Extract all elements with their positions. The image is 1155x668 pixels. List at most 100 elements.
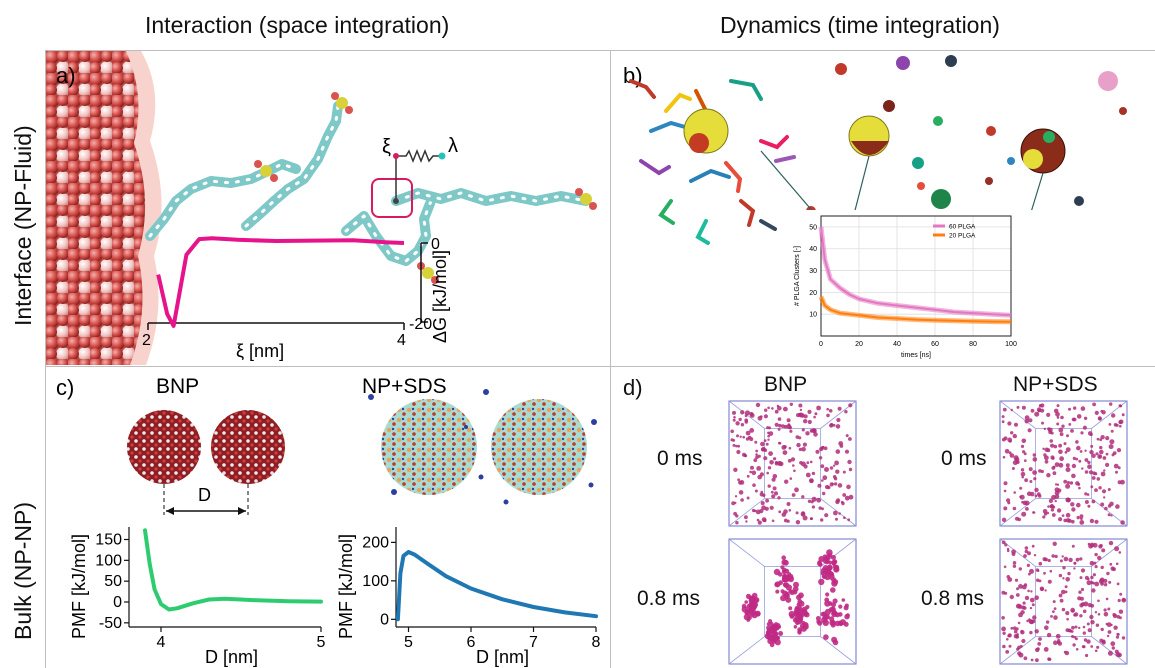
particle [739, 435, 742, 438]
particle [1092, 573, 1096, 577]
particle [1082, 609, 1087, 614]
particle [1109, 562, 1113, 566]
inset-ytick: 50 [809, 224, 817, 231]
particle [754, 489, 758, 493]
particle [1065, 467, 1071, 473]
particle [801, 428, 805, 432]
particle [1016, 587, 1019, 591]
panel-c-letter: c) [56, 375, 74, 400]
particle [1026, 563, 1030, 567]
particle [1112, 613, 1118, 619]
box-outer [999, 400, 1128, 527]
particle [1047, 558, 1051, 563]
particle [1089, 450, 1094, 455]
particle [772, 636, 778, 642]
particle [825, 592, 830, 597]
panel-a-letter: a) [56, 63, 76, 88]
particle [733, 511, 737, 516]
particle [1001, 626, 1006, 632]
particle [1013, 455, 1019, 461]
particle [766, 622, 771, 626]
particle [824, 560, 829, 565]
particle [1005, 650, 1010, 654]
particle [1026, 619, 1029, 623]
particle [1100, 582, 1104, 586]
particle [1012, 564, 1017, 568]
particle [1021, 511, 1027, 517]
center-divider [610, 50, 611, 668]
particle [1065, 628, 1070, 632]
particle [777, 460, 783, 466]
particle [773, 457, 777, 461]
particle [1059, 559, 1063, 563]
d-time-0-sds: 0 ms [941, 447, 987, 470]
particle [1024, 595, 1030, 601]
particle [1016, 633, 1019, 636]
particle [820, 464, 825, 469]
particle [769, 505, 774, 510]
box-outer [728, 400, 857, 527]
particle [1087, 460, 1091, 465]
particle [1107, 650, 1113, 656]
inset-xtick: 0 [819, 341, 823, 348]
particle [1021, 500, 1024, 504]
particle [1030, 408, 1035, 413]
particle [801, 446, 806, 452]
particle [825, 485, 829, 489]
particle [757, 454, 761, 458]
particle [803, 464, 808, 469]
particle [1047, 505, 1050, 508]
particle [1065, 463, 1070, 468]
particle [774, 409, 779, 414]
particle [791, 493, 796, 497]
particle [778, 441, 781, 445]
box-inner [764, 566, 821, 637]
pmf-xlabel: D [nm] [476, 647, 529, 667]
particle [1116, 448, 1122, 453]
particle [746, 496, 750, 500]
particle [733, 467, 738, 472]
particle [783, 509, 788, 514]
particle [1029, 597, 1035, 603]
panel-a-ytick-0: 0 [431, 236, 440, 253]
particle [769, 642, 775, 648]
particle [1020, 444, 1025, 448]
inset-series-line [820, 226, 1012, 317]
particle [771, 519, 775, 523]
particle [835, 424, 841, 429]
inset-xtick: 40 [893, 341, 901, 348]
particle [793, 581, 799, 588]
particle [1051, 494, 1057, 500]
particle [1082, 625, 1086, 629]
particle [737, 478, 740, 482]
particle [787, 423, 791, 426]
particle [1071, 473, 1076, 479]
d-bnp-title: BNP [764, 373, 808, 396]
pmf-line [395, 550, 598, 622]
particle [796, 594, 802, 601]
particle [1101, 489, 1107, 494]
particle [1107, 513, 1111, 517]
particle [831, 636, 838, 643]
particle [1076, 445, 1081, 451]
pmf-xlabel: D [nm] [205, 647, 258, 667]
particle [1017, 651, 1022, 656]
particle [1027, 428, 1032, 433]
particle [811, 505, 815, 509]
particle [805, 431, 810, 436]
particle [1071, 507, 1076, 512]
particle [1109, 439, 1115, 445]
particle [1063, 556, 1069, 562]
particle [1103, 583, 1108, 587]
particle [1099, 445, 1103, 450]
particle [1049, 439, 1053, 443]
particle [762, 518, 767, 523]
particle [1065, 577, 1070, 582]
particle [788, 606, 793, 611]
particle [745, 430, 751, 436]
panel-a-ytick-20: -20 [409, 316, 432, 333]
particle [793, 611, 799, 617]
particle [775, 589, 780, 594]
particle [1068, 407, 1071, 411]
particle [1066, 481, 1070, 485]
